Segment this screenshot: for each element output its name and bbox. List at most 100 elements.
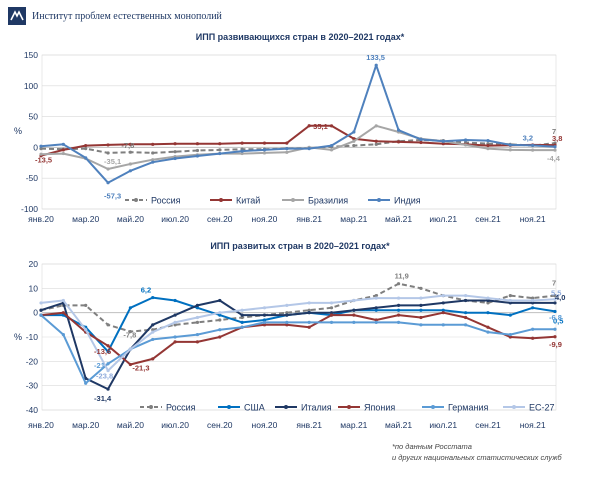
data-point <box>464 311 468 315</box>
data-point <box>553 145 557 149</box>
data-point <box>553 301 557 305</box>
series-line <box>41 296 556 353</box>
data-point <box>195 320 200 324</box>
legend-label: США <box>244 403 265 413</box>
data-point <box>173 335 177 339</box>
data-point <box>195 332 200 337</box>
data-point <box>374 142 378 146</box>
data-point <box>195 306 200 310</box>
data-point <box>419 323 423 327</box>
data-point <box>218 313 222 317</box>
data-point <box>151 142 155 146</box>
data-point <box>262 141 267 145</box>
data-label: 0,5 <box>553 316 563 325</box>
legend: Россия Китай Бразилия Индия <box>125 196 421 206</box>
data-point <box>218 298 222 303</box>
data-point <box>486 325 490 329</box>
series-Япония <box>39 311 557 367</box>
data-label: -35,1 <box>104 157 121 166</box>
series-line <box>40 282 556 333</box>
data-point <box>106 323 110 327</box>
data-point <box>39 313 43 317</box>
data-point <box>240 325 244 329</box>
data-point <box>396 320 401 324</box>
data-point <box>240 308 244 312</box>
data-point <box>329 313 334 317</box>
x-tick-label: янв.21 <box>296 214 322 224</box>
data-point <box>106 181 110 185</box>
data-point <box>553 148 557 152</box>
y-tick-label: 150 <box>24 50 38 60</box>
data-point <box>374 320 378 324</box>
legend-label: Япония <box>364 403 395 413</box>
data-point <box>531 298 535 303</box>
data-point <box>307 311 311 315</box>
x-tick-label: июл.21 <box>429 420 457 430</box>
series-line <box>40 311 556 366</box>
y-axis-label: % <box>14 332 22 342</box>
data-point <box>240 315 244 320</box>
data-point <box>419 296 423 300</box>
footnote: *по данным Росстата и других национальны… <box>392 441 562 463</box>
data-point <box>486 147 490 151</box>
data-point <box>441 308 445 312</box>
y-tick-label: -30 <box>26 381 39 391</box>
data-point <box>262 306 267 310</box>
data-label: -13,6 <box>94 347 111 356</box>
data-point <box>396 282 401 286</box>
data-point <box>374 124 378 128</box>
data-point <box>195 154 200 158</box>
data-point <box>374 318 378 322</box>
data-point <box>128 330 132 334</box>
series-Италия <box>39 298 557 391</box>
data-point <box>262 323 267 327</box>
data-point <box>419 315 423 320</box>
y-tick-label: -100 <box>21 204 38 214</box>
legend-marker <box>512 405 516 409</box>
x-tick-label: янв.20 <box>28 420 54 430</box>
data-label: -57,3 <box>104 192 121 201</box>
data-point <box>352 139 356 143</box>
data-point <box>307 320 311 324</box>
data-point <box>464 138 468 142</box>
data-point <box>262 313 267 317</box>
data-point <box>151 151 155 155</box>
data-point <box>84 143 88 148</box>
data-point <box>307 301 311 305</box>
chart-title: ИПП развивающихся стран в 2020–2021 года… <box>196 32 405 42</box>
y-tick-label: 50 <box>29 112 39 122</box>
y-tick-label: -40 <box>26 405 39 415</box>
data-label: 133,5 <box>366 53 385 62</box>
data-point <box>486 298 490 303</box>
data-label: -7,8 <box>121 141 134 150</box>
data-point <box>173 298 177 303</box>
data-point <box>508 298 512 303</box>
x-tick-label: май.20 <box>117 420 144 430</box>
data-point <box>531 301 535 305</box>
legend-label: Россия <box>166 403 196 413</box>
data-point <box>173 313 177 317</box>
data-point <box>151 160 155 164</box>
data-point <box>419 137 423 141</box>
data-point <box>508 313 512 317</box>
data-point <box>329 320 334 324</box>
x-tick-label: июл.21 <box>429 214 457 224</box>
data-point <box>441 323 445 327</box>
data-point <box>218 328 222 332</box>
x-tick-label: янв.20 <box>28 214 54 224</box>
data-point <box>441 301 445 305</box>
series-line <box>40 299 555 391</box>
data-point <box>374 308 378 312</box>
data-point <box>173 320 177 324</box>
x-tick-label: ноя.20 <box>252 214 278 224</box>
data-point <box>285 323 289 327</box>
data-point <box>396 128 401 132</box>
data-point <box>195 303 200 307</box>
data-point <box>352 308 356 312</box>
data-point <box>329 301 334 305</box>
data-point <box>396 313 401 317</box>
plot-frame <box>41 54 557 210</box>
data-point <box>151 295 155 300</box>
y-tick-label: 20 <box>29 259 39 269</box>
data-point <box>531 336 535 340</box>
